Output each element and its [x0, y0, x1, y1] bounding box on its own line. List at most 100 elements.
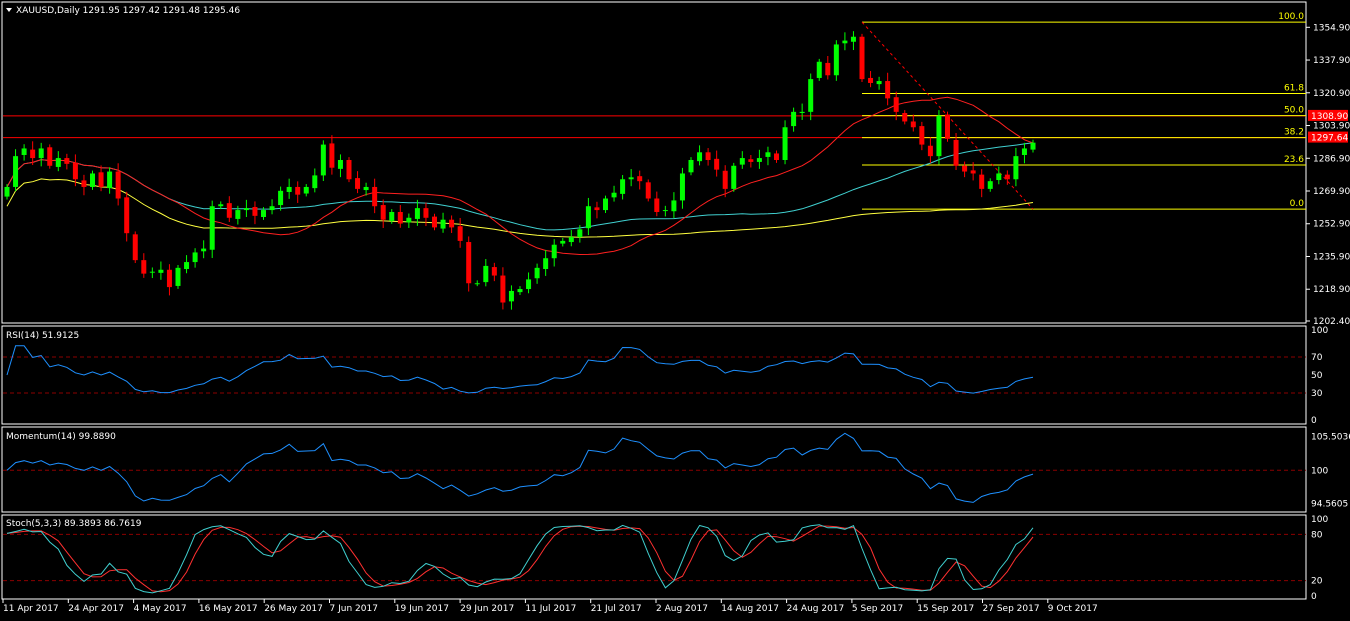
candle-body [286, 186, 292, 192]
candle-body [731, 165, 737, 189]
x-tick-label: 16 May 2017 [199, 604, 258, 614]
candle-body [543, 258, 549, 270]
x-tick-label: 2 Aug 2017 [656, 604, 708, 614]
candle-body [799, 111, 805, 114]
rsi-line [6, 345, 1034, 394]
x-tick-label: 14 Aug 2017 [721, 604, 779, 614]
candle-body [808, 79, 814, 112]
candle-body [517, 289, 523, 293]
candle-body [440, 219, 446, 229]
candle-body [474, 283, 480, 285]
momentum-tick-label: 100 [1311, 466, 1328, 476]
fib-level-label: 61.8 [1284, 84, 1304, 94]
candle-body [329, 143, 335, 168]
candle-body [671, 200, 677, 212]
candle-body [628, 177, 634, 180]
candle-body [568, 237, 574, 243]
candle-body [218, 204, 224, 207]
candle-body [457, 226, 463, 241]
candle-body [782, 127, 788, 160]
candle-body [902, 113, 908, 122]
candle-body [406, 217, 412, 223]
candle-body [141, 260, 147, 274]
fib-level-label: 100.0 [1278, 12, 1304, 22]
candle-body [859, 36, 865, 80]
x-tick-label: 15 Sep 2017 [917, 604, 974, 614]
candle-body [124, 197, 130, 234]
price-tick-label: 1235.90 [1313, 252, 1350, 262]
candle-body [868, 77, 874, 83]
candle-body [979, 174, 985, 189]
candle-body [269, 206, 275, 211]
candle-body [765, 152, 771, 157]
x-tick-label: 26 May 2017 [264, 604, 323, 614]
candle-body [166, 269, 172, 288]
x-tick-label: 27 Sep 2017 [983, 604, 1040, 614]
x-tick-label: 24 Apr 2017 [68, 604, 124, 614]
candle-body [774, 153, 779, 160]
candle-body [876, 81, 882, 85]
price-tick-label: 1269.90 [1313, 187, 1350, 197]
candle-body [679, 173, 685, 201]
candle-body [987, 181, 993, 189]
price-level-label: 1297.64 [1311, 134, 1348, 144]
price-level-label: 1308.90 [1311, 112, 1348, 122]
candle-body [303, 186, 309, 194]
rsi-tick-label: 0 [1311, 416, 1317, 426]
x-tick-label: 24 Aug 2017 [787, 604, 845, 614]
candle-body [722, 170, 728, 189]
momentum-tick-label: 105.5036 [1311, 433, 1350, 443]
candle-body [423, 208, 429, 218]
stoch-header: Stoch(5,3,3) 89.3893 86.7619 [6, 519, 142, 529]
fib-level-label: 23.6 [1284, 155, 1304, 165]
symbol-dropdown-icon[interactable] [6, 8, 12, 12]
candle-body [1021, 148, 1027, 155]
rsi-tick-label: 30 [1311, 389, 1323, 399]
ma-fast-line [6, 96, 1034, 256]
candle-body [363, 186, 369, 191]
x-tick-label: 19 Jun 2017 [395, 604, 449, 614]
candle-body [927, 145, 933, 157]
candle-body [192, 252, 198, 263]
candle-body [534, 267, 540, 279]
price-tick-label: 1202.40 [1313, 317, 1350, 327]
candle-body [825, 62, 831, 76]
candle-body [226, 203, 232, 218]
candle-body [662, 210, 668, 212]
candle-body [158, 269, 164, 273]
price-header: XAUUSD,Daily 1291.95 1297.42 1291.48 129… [16, 6, 240, 16]
candle-body [184, 262, 190, 270]
price-level-badge [1308, 109, 1348, 121]
stoch-tick-label: 20 [1311, 577, 1323, 587]
candle-body [791, 111, 797, 127]
ma-mid-line [6, 142, 1034, 231]
momentum-line [6, 432, 1034, 503]
candle-body [585, 206, 591, 229]
candle-body [98, 172, 104, 187]
candle-body [756, 158, 762, 162]
fib-level-label: 50.0 [1284, 106, 1304, 116]
stoch-tick-label: 80 [1311, 530, 1323, 540]
candle-body [1004, 174, 1010, 180]
candle-body [235, 210, 241, 219]
candle-body [603, 198, 608, 211]
candle-body [551, 244, 557, 259]
candle-body [714, 158, 720, 170]
x-tick-label: 11 Jul 2017 [525, 604, 576, 614]
rsi-panel-frame [1, 325, 1307, 425]
rsi-tick-label: 100 [1311, 326, 1328, 336]
candle-body [688, 159, 694, 173]
price-tick-label: 1354.90 [1313, 23, 1350, 33]
candle-body [850, 36, 856, 42]
rsi-tick-label: 50 [1311, 371, 1323, 381]
candle-body [201, 248, 207, 252]
candle-body [526, 279, 532, 290]
candle-body [72, 162, 78, 180]
candle-body [910, 121, 916, 128]
candle-body [953, 139, 959, 166]
candle-body [936, 115, 942, 157]
candle-body [508, 290, 514, 302]
price-level-badge [1308, 131, 1348, 143]
fib-level-label: 0.0 [1290, 199, 1305, 209]
